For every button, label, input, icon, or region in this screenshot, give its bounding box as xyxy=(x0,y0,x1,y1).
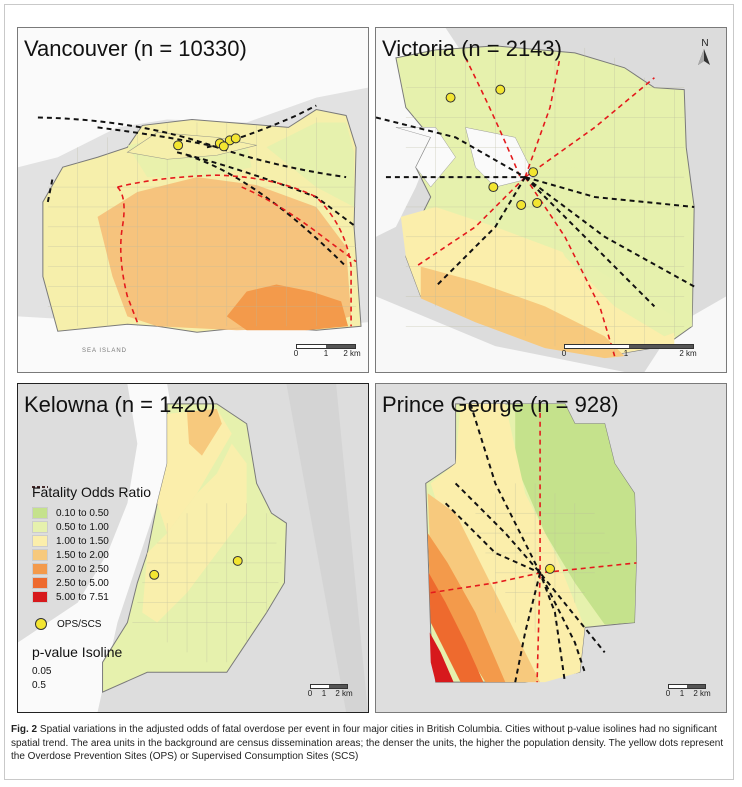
ops-site xyxy=(230,133,241,144)
legend-class-item: 0.10 to 0.50 xyxy=(32,506,192,520)
legend-class-item: 1.00 to 1.50 xyxy=(32,534,192,548)
legend-class-item: 2.00 to 2.50 xyxy=(32,562,192,576)
sea-island-label: SEA ISLAND xyxy=(82,348,128,354)
scale-label: 0 xyxy=(293,349,299,358)
legend-classes: 0.10 to 0.50 0.50 to 1.00 1.00 to 1.50 1.50… xyxy=(32,506,192,604)
vancouver-map xyxy=(18,28,368,372)
map-panel-victoria: Victoria (n = 2143) N 0 1 2 km xyxy=(375,27,727,373)
ops-site xyxy=(445,92,456,103)
legend-class-label: 1.00 to 1.50 xyxy=(56,535,109,547)
legend-swatch xyxy=(32,507,48,519)
scale-label: 0 xyxy=(307,689,313,698)
prince-george-map xyxy=(376,384,726,712)
scale-label: 0 xyxy=(561,349,567,358)
scale-label: 2 km xyxy=(693,689,711,698)
legend-swatch xyxy=(32,591,48,603)
figure-frame: Vancouver (n = 10330) SEA ISLAND 0 1 2 k… xyxy=(4,4,734,780)
victoria-scale-bar: 0 1 2 km xyxy=(561,344,697,359)
legend-isoline-item: 0.5 xyxy=(32,486,192,692)
kelowna-scale-bar: 0 1 2 km xyxy=(307,684,353,699)
scale-label: 2 km xyxy=(335,689,353,698)
legend-class-label: 5.00 to 7.51 xyxy=(56,591,109,603)
scale-label: 1 xyxy=(623,349,629,358)
ops-site xyxy=(532,198,543,208)
victoria-title: Victoria (n = 2143) xyxy=(382,36,562,61)
map-panel-vancouver: Vancouver (n = 10330) SEA ISLAND 0 1 2 k… xyxy=(17,27,369,373)
legend-swatch xyxy=(32,521,48,533)
map-panel-prince-george: Prince George (n = 928) 0 1 2 km xyxy=(375,383,727,713)
victoria-map xyxy=(376,28,726,372)
map-legend: Fatality Odds Ratio 0.10 to 0.50 0.50 to … xyxy=(32,484,192,692)
scale-label: 0 xyxy=(665,689,671,698)
legend-swatch xyxy=(32,563,48,575)
legend-class-item: 0.50 to 1.00 xyxy=(32,520,192,534)
legend-class-label: 0.10 to 0.50 xyxy=(56,507,109,519)
north-arrow-icon xyxy=(698,49,710,65)
legend-swatch xyxy=(32,535,48,547)
figure-caption: Fig. 2 Spatial variations in the adjuste… xyxy=(11,723,727,764)
legend-isolines: 0.05 0.5 xyxy=(32,486,192,692)
legend-swatch xyxy=(32,577,48,589)
legend-class-label: 2.00 to 2.50 xyxy=(56,563,109,575)
caption-label: Fig. 2 xyxy=(11,724,38,735)
kelowna-title: Kelowna (n = 1420) xyxy=(24,392,216,417)
ops-site xyxy=(495,84,506,95)
ops-site xyxy=(173,140,184,151)
ops-site xyxy=(545,563,555,574)
kelowna-map xyxy=(18,384,368,712)
legend-isoline-label: 0.5 xyxy=(32,679,46,691)
prince-george-scale-bar: 0 1 2 km xyxy=(665,684,711,699)
north-arrow: N xyxy=(698,38,712,65)
legend-class-item: 1.50 to 2.00 xyxy=(32,548,192,562)
caption-text: Spatial variations in the adjusted odds … xyxy=(11,724,724,762)
legend-ops-item: OPS/SCS xyxy=(32,618,192,630)
ops-dot-icon xyxy=(35,618,47,630)
vancouver-title: Vancouver (n = 10330) xyxy=(24,36,247,61)
dashed-line-icon xyxy=(32,486,48,488)
legend-isoline-title: p-value Isoline xyxy=(32,644,123,660)
legend-ops-label: OPS/SCS xyxy=(57,618,102,630)
vancouver-scale-bar: 0 1 2 km xyxy=(293,344,361,359)
scale-label: 2 km xyxy=(679,349,697,358)
ops-site xyxy=(149,569,160,580)
legend-isoline-label: 0.05 xyxy=(32,665,52,677)
scale-label: 1 xyxy=(679,689,685,698)
north-label: N xyxy=(701,38,709,49)
legend-title: Fatality Odds Ratio xyxy=(32,484,152,500)
legend-class-label: 0.50 to 1.00 xyxy=(56,521,109,533)
scale-label: 2 km xyxy=(343,349,361,358)
ops-site xyxy=(232,555,243,566)
legend-class-item: 5.00 to 7.51 xyxy=(32,590,192,604)
ops-site xyxy=(488,182,499,193)
ops-site xyxy=(516,199,527,210)
prince-george-title: Prince George (n = 928) xyxy=(382,392,619,417)
ops-site xyxy=(528,167,539,178)
scale-label: 1 xyxy=(321,689,327,698)
ops-site xyxy=(218,141,229,152)
legend-swatch xyxy=(32,549,48,561)
scale-label: 1 xyxy=(323,349,329,358)
legend-class-label: 2.50 to 5.00 xyxy=(56,577,109,589)
legend-class-item: 2.50 to 5.00 xyxy=(32,576,192,590)
map-panel-kelowna: Kelowna (n = 1420) Fatality Odds Ratio 0… xyxy=(17,383,369,713)
legend-isoline-item: 0.05 xyxy=(32,486,192,678)
legend-class-label: 1.50 to 2.00 xyxy=(56,549,109,561)
